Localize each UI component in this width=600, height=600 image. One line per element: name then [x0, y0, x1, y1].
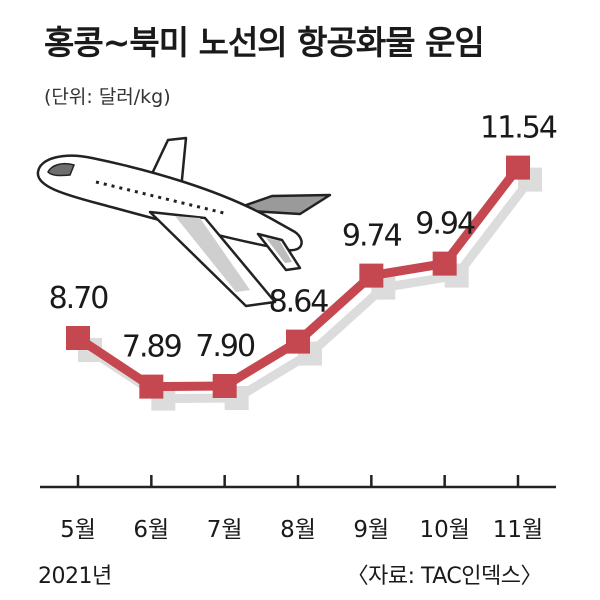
- data-point-4: [286, 329, 310, 354]
- data-label-1: 8.70: [49, 281, 109, 316]
- x-label-2: 6월: [133, 517, 169, 543]
- x-label-4: 8월: [280, 517, 316, 543]
- airplane-icon: [36, 136, 332, 308]
- chart-title: 홍콩~북미 노선의 항공화물 운임: [44, 23, 485, 62]
- data-label-5: 9.74: [342, 219, 402, 254]
- unit-label: (단위: 달러/kg): [44, 86, 171, 108]
- data-label-6: 9.94: [415, 207, 475, 242]
- x-label-1: 5월: [60, 517, 96, 543]
- data-point-5: [359, 263, 384, 288]
- x-label-6: 10월: [419, 517, 469, 543]
- data-label-7: 11.54: [480, 111, 557, 146]
- data-label-4: 8.64: [269, 285, 329, 320]
- x-label-3: 7월: [207, 517, 243, 543]
- data-point-3: [212, 374, 237, 398]
- x-label-7: 11월: [493, 517, 543, 543]
- data-point-1: [66, 326, 90, 350]
- data-point-2: [139, 374, 164, 399]
- x-axis-ticks: [76, 475, 520, 487]
- source-label: 〈자료: TAC인덱스〉: [346, 564, 543, 589]
- year-label: 2021년: [38, 564, 112, 589]
- data-markers: [66, 155, 530, 399]
- data-point-7: [506, 155, 530, 180]
- data-labels: 8.70 7.89 7.90 8.64 9.74 9.94 11.54: [49, 111, 559, 365]
- data-label-3: 7.90: [195, 329, 255, 364]
- x-axis-labels: 5월 6월 7월 8월 9월 10월 11월: [60, 517, 543, 543]
- data-point-6: [432, 251, 457, 276]
- data-label-2: 7.89: [122, 330, 181, 365]
- x-label-5: 9월: [353, 517, 389, 543]
